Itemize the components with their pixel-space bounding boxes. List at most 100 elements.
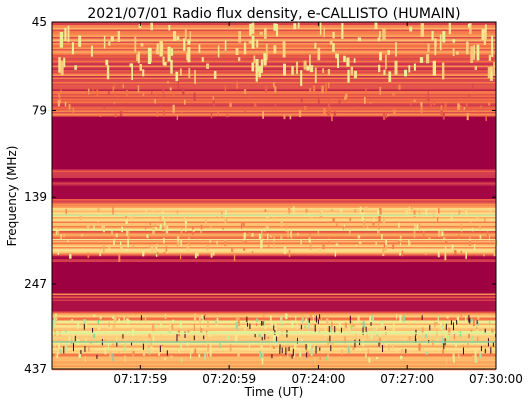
signal-speckle xyxy=(120,245,123,252)
signal-speckle xyxy=(108,322,110,327)
signal-dropout xyxy=(415,329,417,336)
signal-speckle xyxy=(216,317,219,323)
signal-speckle xyxy=(85,323,88,329)
signal-speckle xyxy=(193,323,195,332)
frequency-row xyxy=(52,169,496,171)
frequency-row xyxy=(52,97,496,99)
burst-streak xyxy=(201,57,204,62)
burst-streak xyxy=(329,40,333,45)
burst-streak xyxy=(263,27,267,39)
signal-speckle xyxy=(381,234,383,240)
signal-speckle xyxy=(396,313,398,320)
signal-speckle xyxy=(375,325,378,331)
frequency-row xyxy=(52,344,496,347)
frequency-row xyxy=(52,320,496,323)
frequency-row xyxy=(52,176,496,179)
signal-speckle xyxy=(156,111,159,118)
signal-speckle xyxy=(453,355,455,363)
signal-speckle xyxy=(438,230,441,237)
signal-speckle xyxy=(409,241,411,246)
signal-speckle xyxy=(127,319,131,323)
frequency-row xyxy=(52,56,496,59)
burst-streak xyxy=(138,24,142,28)
burst-streak xyxy=(142,69,145,77)
signal-speckle xyxy=(225,217,228,222)
signal-speckle xyxy=(357,315,360,323)
frequency-row xyxy=(52,173,496,176)
signal-dropout xyxy=(462,347,464,355)
frequency-row xyxy=(52,299,496,302)
signal-speckle xyxy=(160,322,162,328)
signal-speckle xyxy=(424,334,428,339)
signal-speckle xyxy=(210,252,213,258)
signal-speckle xyxy=(362,339,365,347)
signal-speckle xyxy=(486,229,489,237)
signal-speckle xyxy=(56,352,59,359)
burst-streak xyxy=(332,42,335,52)
signal-speckle xyxy=(86,224,90,228)
signal-speckle xyxy=(224,85,227,92)
frequency-row xyxy=(52,86,496,89)
signal-speckle xyxy=(331,321,333,329)
signal-speckle xyxy=(152,335,155,343)
signal-speckle xyxy=(144,226,147,231)
signal-speckle xyxy=(121,226,123,233)
signal-speckle xyxy=(442,349,445,355)
burst-streak xyxy=(256,39,259,48)
signal-speckle xyxy=(404,338,406,341)
frequency-row xyxy=(52,178,496,180)
frequency-row xyxy=(52,278,496,281)
signal-speckle xyxy=(173,336,175,340)
signal-dropout xyxy=(288,346,290,352)
burst-streak xyxy=(167,46,171,62)
signal-speckle xyxy=(420,102,423,107)
signal-speckle xyxy=(476,336,479,342)
signal-speckle xyxy=(440,105,443,111)
y-tick-label: 437 xyxy=(24,362,47,376)
frequency-row xyxy=(52,91,496,93)
frequency-row xyxy=(52,208,496,210)
frequency-row xyxy=(52,260,496,263)
signal-speckle xyxy=(114,112,117,118)
signal-speckle xyxy=(150,347,153,354)
burst-streak xyxy=(387,50,390,55)
y-tick-label: 139 xyxy=(24,190,47,204)
signal-speckle xyxy=(300,98,303,103)
signal-speckle xyxy=(459,331,462,338)
signal-speckle xyxy=(264,85,268,93)
burst-streak xyxy=(442,31,446,43)
signal-speckle xyxy=(224,209,227,218)
signal-speckle xyxy=(367,226,369,230)
signal-speckle xyxy=(348,325,351,333)
frequency-row xyxy=(52,202,496,204)
signal-speckle xyxy=(194,348,197,354)
signal-speckle xyxy=(321,85,324,94)
signal-speckle xyxy=(204,352,206,360)
signal-speckle xyxy=(361,217,364,222)
signal-speckle xyxy=(392,244,395,250)
signal-dropout xyxy=(405,348,407,354)
burst-streak xyxy=(74,65,77,70)
signal-dropout xyxy=(142,343,144,350)
signal-speckle xyxy=(118,254,121,262)
signal-dropout xyxy=(63,346,65,354)
burst-streak xyxy=(309,54,311,70)
burst-streak xyxy=(265,43,268,61)
burst-streak xyxy=(255,58,259,72)
signal-speckle xyxy=(147,348,150,351)
signal-speckle xyxy=(283,114,286,120)
signal-dropout xyxy=(271,354,273,359)
signal-speckle xyxy=(160,106,162,110)
frequency-row xyxy=(52,310,496,312)
frequency-row xyxy=(52,266,496,269)
frequency-row xyxy=(52,307,496,309)
signal-speckle xyxy=(123,347,126,352)
signal-speckle xyxy=(408,320,410,325)
signal-speckle xyxy=(280,315,282,322)
frequency-row xyxy=(52,194,496,197)
burst-streak xyxy=(110,36,114,42)
signal-speckle xyxy=(272,335,276,344)
signal-speckle xyxy=(88,88,90,95)
signal-speckle xyxy=(63,233,65,238)
frequency-row xyxy=(52,350,496,353)
